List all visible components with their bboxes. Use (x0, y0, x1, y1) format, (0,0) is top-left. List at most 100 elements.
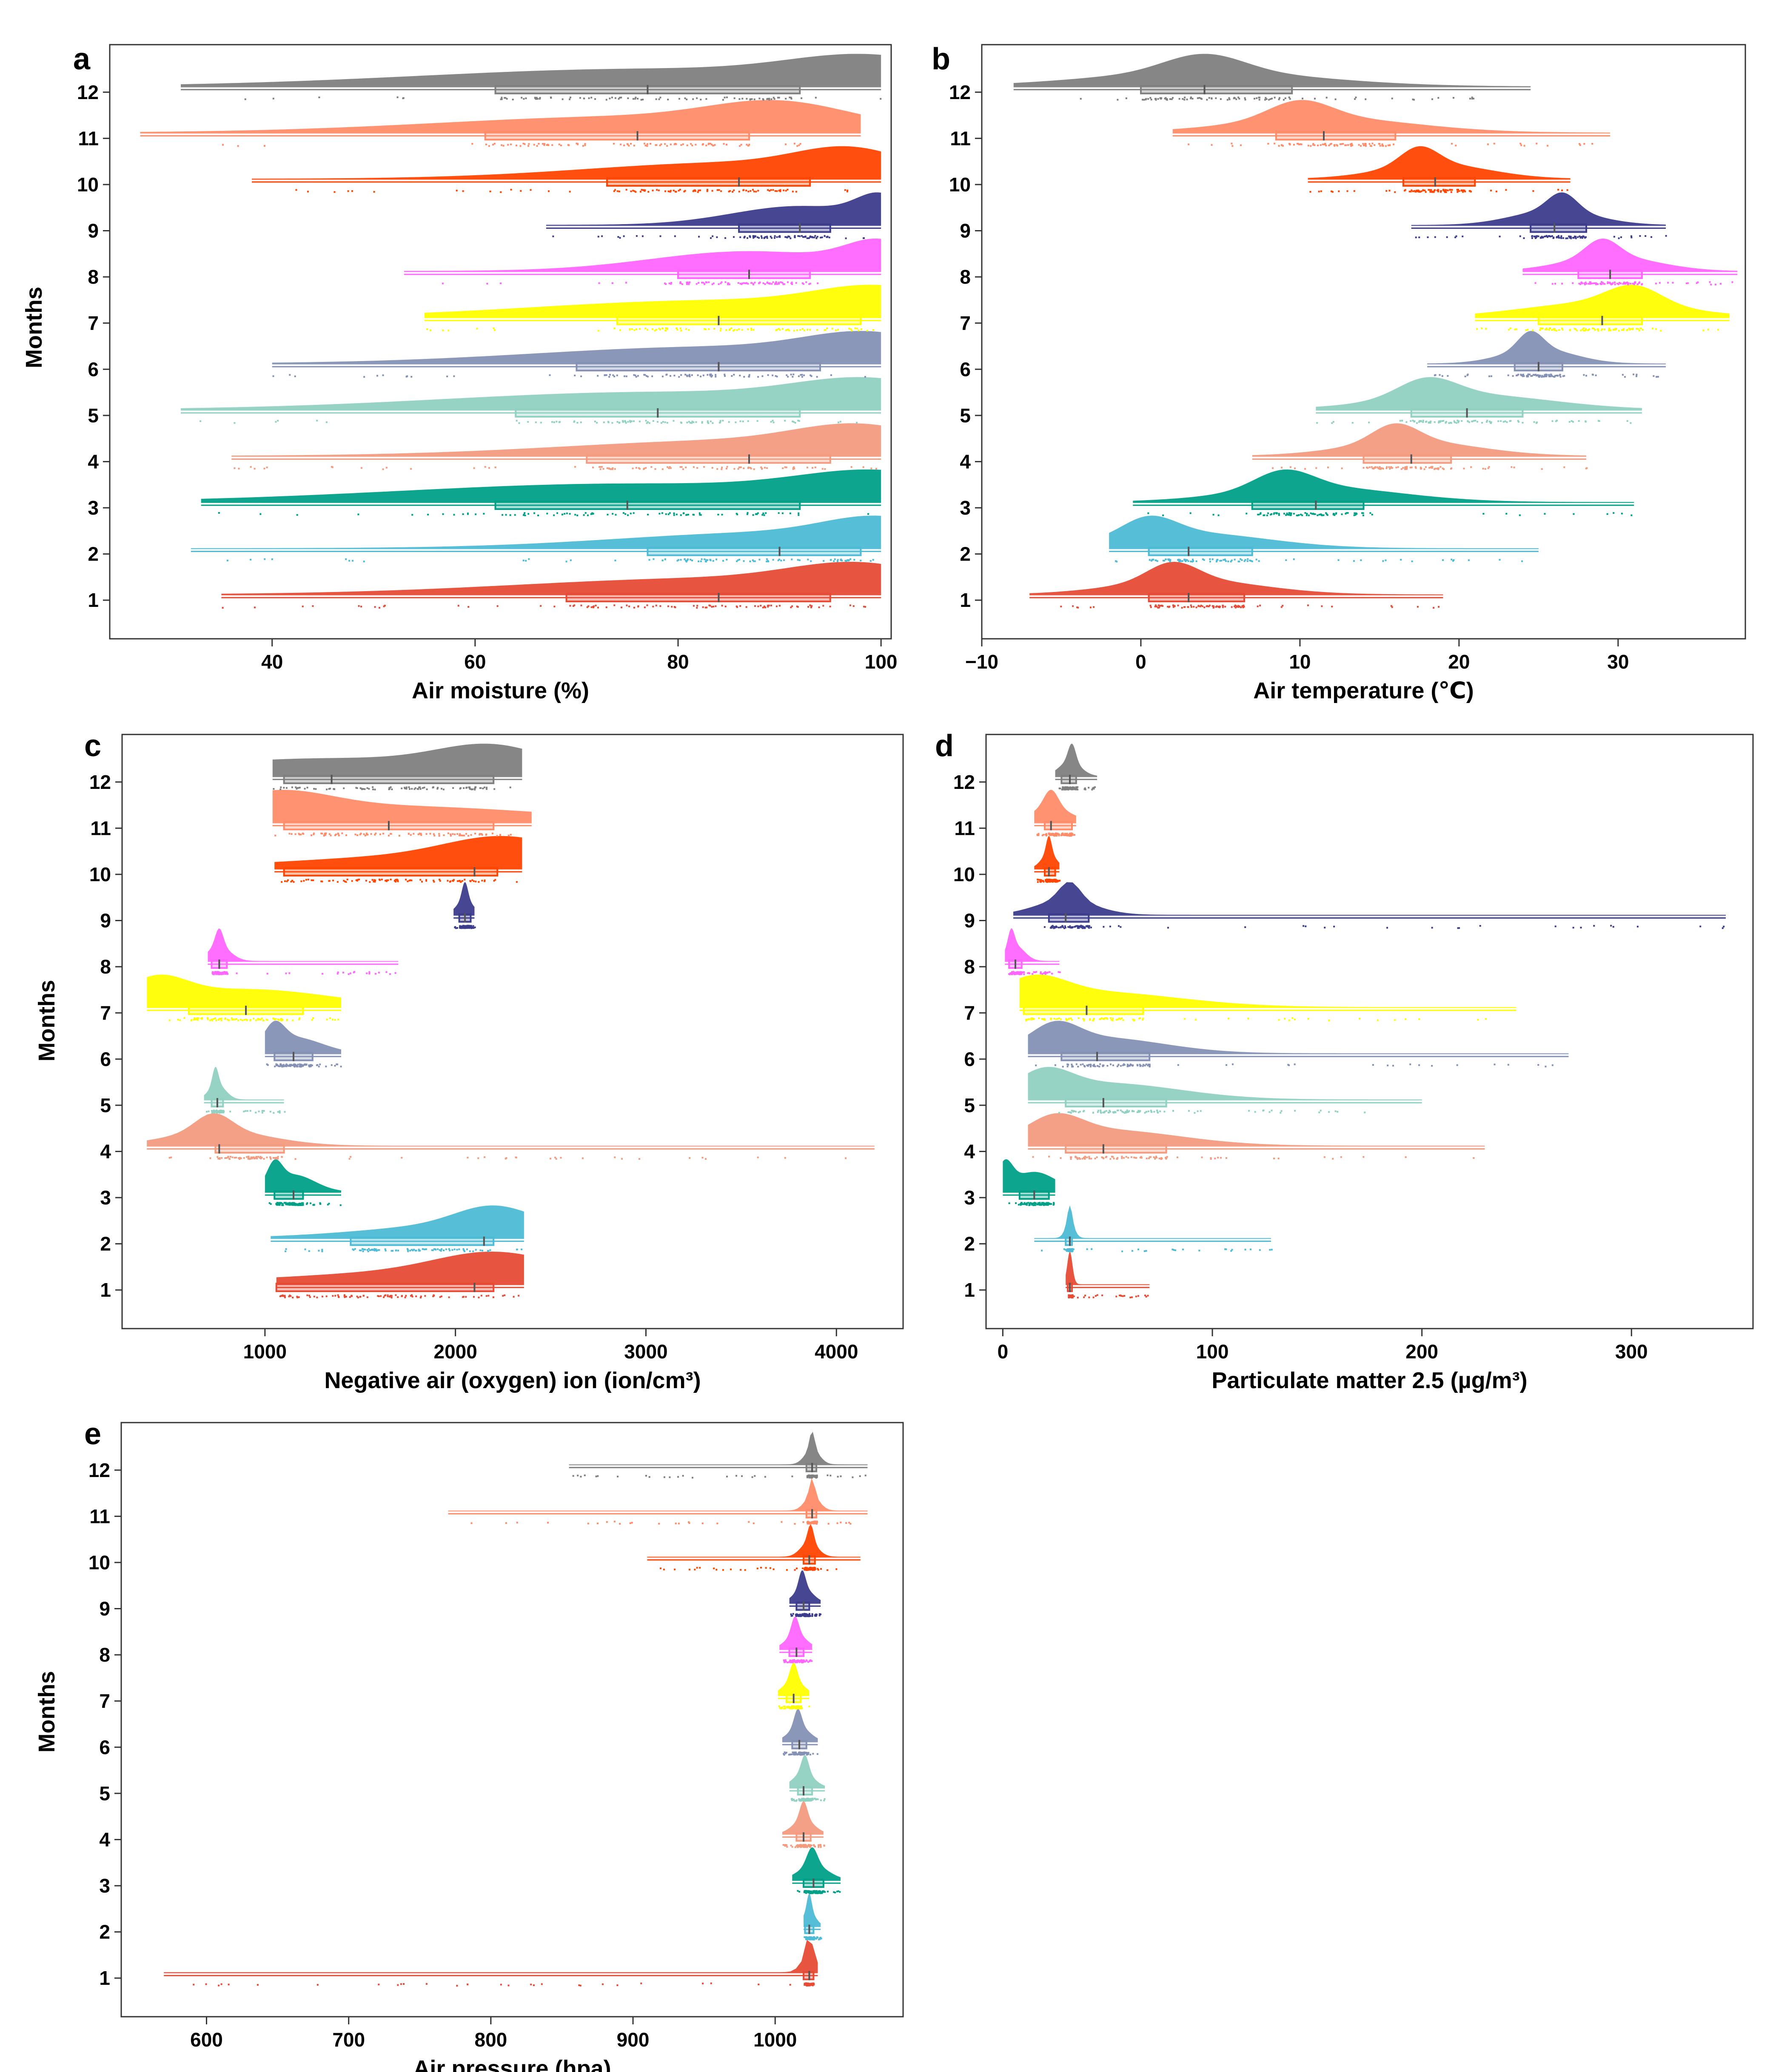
box (1148, 546, 1253, 556)
x-axis-label: Air moisture (%) (412, 678, 589, 703)
x-axis-label: Negative air (oxygen) ion (ion/cm³) (324, 1368, 701, 1393)
rain-points (1309, 188, 1568, 193)
series-month-10 (1034, 836, 1061, 883)
y-tick-label: 2 (100, 1233, 111, 1255)
box (1530, 223, 1588, 233)
series-month-3 (1133, 469, 1634, 516)
series-month-12 (181, 54, 882, 101)
density-cloud (1522, 238, 1738, 272)
box (797, 1786, 813, 1796)
series-month-7 (1475, 285, 1730, 332)
density-cloud (272, 743, 522, 777)
series-month-5 (204, 1067, 286, 1114)
series-month-3 (201, 469, 881, 516)
y-tick-label: 5 (99, 1782, 110, 1804)
series-month-4 (782, 1801, 825, 1848)
series-month-8 (404, 238, 881, 285)
x-tick-label: 0 (998, 1341, 1009, 1363)
series-month-1 (221, 562, 881, 609)
box (1065, 1144, 1167, 1154)
y-tick-label: 3 (960, 497, 971, 519)
box (1065, 1098, 1167, 1107)
series-month-1 (164, 1940, 818, 1987)
density-cloud (782, 1801, 824, 1835)
series-month-12 (1055, 743, 1097, 791)
x-tick-label: 10 (1289, 651, 1311, 673)
y-tick-label: 7 (88, 312, 99, 334)
series-month-11 (272, 790, 532, 837)
density-cloud (792, 1847, 841, 1881)
series-month-4 (231, 423, 881, 470)
y-tick-label: 5 (100, 1094, 111, 1116)
density-cloud (1028, 1021, 1569, 1054)
box (494, 501, 801, 510)
box (606, 177, 811, 187)
y-tick-label: 8 (100, 956, 111, 978)
x-tick-label: 700 (332, 2029, 365, 2051)
x-axis-label: Air temperature (℃) (1253, 678, 1474, 703)
density-cloud (140, 100, 861, 134)
rain-points (1060, 604, 1440, 609)
series-month-6 (272, 331, 881, 378)
y-tick-label: 10 (949, 174, 971, 196)
density-cloud (1427, 331, 1666, 364)
density-cloud (201, 469, 881, 503)
box (677, 270, 811, 279)
y-tick-label: 1 (964, 1279, 975, 1301)
density-cloud (181, 54, 881, 87)
panel-d: d 0 100 200 300 Particulate matter 2.5 (µg/m³… (935, 729, 1754, 1393)
y-tick-label: 12 (77, 81, 99, 103)
box (1065, 1236, 1073, 1246)
panel-c: c Months 1000 2000 3000 4000 Negative air (oxy… (34, 729, 904, 1393)
rain-points (244, 96, 882, 101)
y-tick-label: 9 (964, 910, 975, 932)
y-tick-label: 4 (960, 450, 971, 472)
density-cloud (453, 882, 475, 916)
density-cloud (448, 1478, 868, 1511)
box (616, 316, 862, 325)
rain-points (1025, 1017, 1487, 1022)
rain-points (454, 925, 476, 929)
density-cloud (789, 1755, 825, 1788)
series-month-5 (789, 1755, 826, 1802)
y-tick-label: 9 (960, 220, 971, 242)
density-cloud (204, 1067, 284, 1100)
series-month-2 (191, 515, 881, 563)
rain-points (168, 1017, 339, 1022)
rain-points (1415, 235, 1667, 239)
density-cloud (272, 790, 532, 823)
y-tick-label: 3 (99, 1875, 110, 1897)
x-tick-label: 4000 (815, 1341, 858, 1363)
y-tick-label: 8 (960, 266, 971, 288)
box (1251, 501, 1365, 510)
rain-points (268, 1202, 342, 1206)
rain-points (659, 1566, 838, 1571)
series-month-5 (1316, 377, 1642, 424)
density-cloud (1411, 192, 1666, 226)
rain-points (193, 1982, 815, 1987)
x-tick-label: 600 (190, 2029, 223, 2051)
density-cloud (1172, 100, 1611, 134)
rain-points (1041, 1248, 1273, 1252)
y-tick-label: 7 (960, 312, 971, 334)
box (1363, 454, 1452, 464)
y-tick-label: 7 (99, 1690, 110, 1712)
y-tick-label: 11 (89, 1505, 110, 1527)
series-month-2 (804, 1893, 822, 1941)
box (1023, 1005, 1144, 1015)
series-month-1 (275, 1252, 524, 1299)
density-cloud (804, 1893, 821, 1927)
x-tick-label: 800 (474, 2029, 507, 2051)
box (565, 593, 831, 603)
rain-points (1058, 786, 1096, 791)
density-cloud (1013, 882, 1726, 916)
x-tick-label: 900 (617, 2029, 650, 2051)
rain-points (778, 1705, 810, 1710)
x-axis-label: Particulate matter 2.5 (µg/m³) (1211, 1368, 1527, 1393)
density-cloud (231, 423, 881, 457)
density-cloud (265, 1021, 341, 1054)
series-month-9 (1411, 192, 1667, 239)
series-month-11 (1172, 100, 1611, 147)
density-cloud (1133, 469, 1634, 503)
